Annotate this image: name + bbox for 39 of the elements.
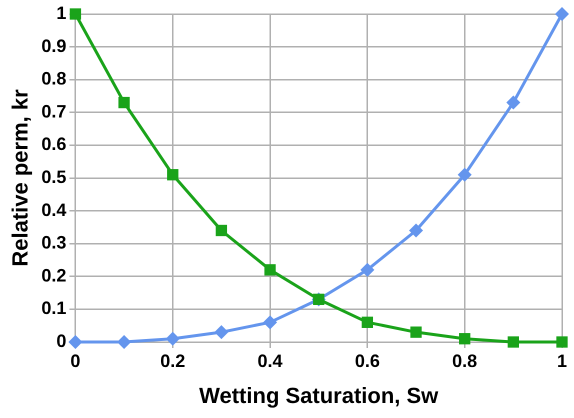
x-tick-label: 0.4 (258, 350, 283, 371)
y-tick-label: 0 (56, 330, 66, 351)
y-axis-title: Relative perm, kr (7, 88, 32, 267)
x-tick-label: 0.2 (160, 350, 186, 371)
y-tick-label: 0.8 (41, 68, 66, 89)
y-tick-label: 0.4 (41, 200, 66, 220)
point (362, 316, 374, 328)
point (263, 315, 278, 330)
y-tick-label: 0.5 (41, 166, 66, 187)
point (555, 7, 569, 21)
y-tick-label: 0.1 (41, 298, 66, 318)
x-tick-label: 0.8 (452, 350, 478, 371)
point (264, 264, 276, 276)
point (506, 96, 520, 110)
y-tick-label: 0.2 (41, 265, 66, 286)
point (214, 325, 228, 340)
point (458, 168, 472, 182)
point (410, 326, 422, 338)
point (459, 333, 470, 344)
point (409, 223, 424, 238)
point (167, 169, 178, 180)
point (556, 336, 568, 348)
y-tick-label: 0.6 (41, 134, 66, 154)
point (508, 336, 519, 348)
x-tick-label: 1 (556, 350, 568, 371)
point (70, 8, 82, 20)
point (360, 262, 374, 277)
y-tick-label: 0.3 (41, 232, 66, 253)
y-tick-label: 1 (56, 2, 66, 23)
y-tick-label: 0.7 (41, 101, 66, 122)
y-tick-label: 0.9 (41, 36, 66, 56)
point (166, 332, 180, 346)
point (216, 224, 228, 236)
x-tick-label: 0.6 (354, 350, 380, 371)
point (117, 335, 132, 349)
point (118, 96, 130, 108)
x-tick-label: 0 (70, 350, 80, 371)
point (68, 335, 82, 349)
x-axis-title: Wetting Saturation, Sw (199, 382, 440, 408)
